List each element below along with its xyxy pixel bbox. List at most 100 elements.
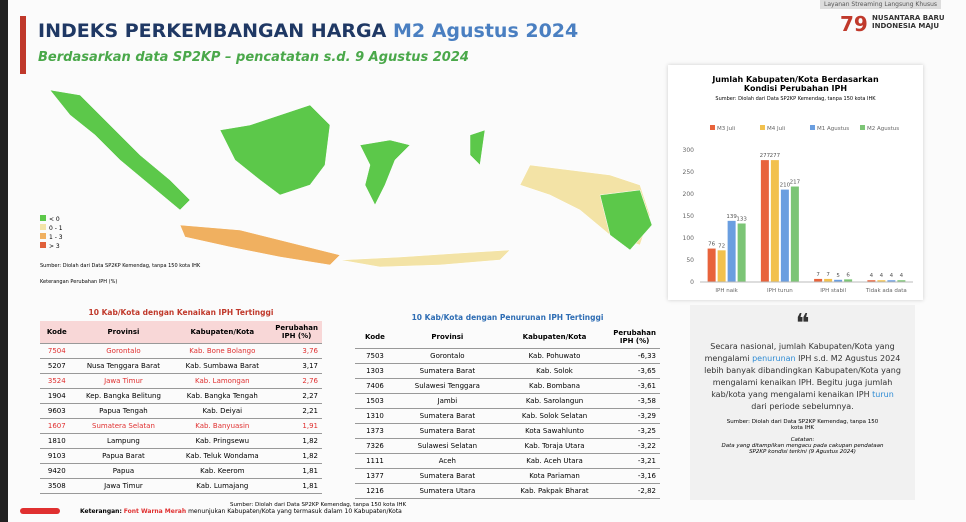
table-cell: 1,82	[271, 433, 322, 449]
value-label: 6	[846, 272, 850, 278]
table-cell: Sumatera Barat	[394, 468, 500, 484]
table-cell: Sumatera Barat	[394, 363, 500, 379]
value-label: 4	[900, 273, 904, 279]
table: Kode Provinsi Kabupaten/Kota Perubahan IPH …	[40, 321, 322, 494]
map-note: Keterangan Perubahan IPH (%)	[40, 279, 117, 285]
quote-note-label: Catatan:	[790, 437, 815, 443]
legend-label: > 3	[49, 243, 60, 250]
table-cell: Papua	[73, 463, 174, 479]
table-block: 10 Kab/Kota dengan Kenaikan IPH Tertingg…	[40, 308, 322, 494]
table-cell: Kab. Solok Selatan	[499, 408, 610, 424]
table-cell: 1111	[355, 453, 395, 469]
table-cell: 1310	[355, 408, 395, 424]
legend-swatch	[40, 233, 46, 239]
bar	[824, 278, 833, 282]
bar-chart: M3 Juli M4 Juli M1 Agustus M2 Agustus 0 50 100…	[683, 125, 913, 294]
y-tick-label: 0	[690, 279, 694, 286]
table-cell: Kab. Lumajang	[173, 478, 272, 494]
table-cell: 7504	[40, 343, 74, 359]
legend-label: 1 - 3	[49, 234, 63, 241]
table-cell: Jawa Timur	[73, 373, 174, 389]
table-cell: 1303	[355, 363, 395, 379]
island	[359, 139, 411, 206]
table-cell: Sumatera Selatan	[73, 418, 174, 434]
table-cell: 2,27	[271, 388, 322, 404]
table-row: 1303 Sumatera Barat Kab. Solok -3,65	[355, 363, 660, 379]
table-row: 3508 Jawa Timur Kab. Lumajang 1,81	[40, 478, 322, 494]
table-cell: Jawa Timur	[73, 478, 174, 494]
stream-label: Layanan Streaming Langsung Khusus	[820, 0, 942, 9]
header-row: Kode Provinsi Kabupaten/Kota Perubahan IPH …	[355, 326, 660, 349]
table-cell: 1216	[355, 483, 395, 499]
accent-bar	[20, 16, 26, 74]
table-cell: -6,33	[609, 348, 660, 364]
bar	[707, 248, 716, 282]
bar	[790, 186, 799, 282]
table-cell: Sumatera Utara	[394, 483, 500, 499]
table-cell: Aceh	[394, 453, 500, 469]
table-cell: Gorontalo	[394, 348, 500, 364]
chart-panel: Jumlah Kabupaten/Kota Berdasarkan Kondis…	[668, 65, 923, 300]
table-cell: -3,25	[609, 423, 660, 439]
table-cell: Kab. Pohuwato	[499, 348, 610, 364]
x-tick-label: Tidak ada data	[865, 288, 907, 294]
table-cell: Kab. Banyuasin	[173, 418, 272, 434]
table-cell: Kab. Sumbawa Barat	[173, 358, 272, 374]
table-cell: Nusa Tenggara Barat	[73, 358, 174, 374]
table-cell: -3,16	[609, 468, 660, 484]
table-row: 1216 Sumatera Utara Kab. Pakpak Bharat -2,8…	[355, 483, 660, 499]
table-row: 7406 Sulawesi Tenggara Kab. Bombana -3,61	[355, 378, 660, 394]
header-cell: Kabupaten/Kota	[173, 321, 272, 344]
table-cell: -3,22	[609, 438, 660, 454]
table-cell: Kab. Toraja Utara	[499, 438, 610, 454]
value-label: 4	[890, 273, 894, 279]
table-cell: Kab. Bombana	[499, 378, 610, 394]
table-row: 9603 Papua Tengah Kab. Deiyai 2,21	[40, 403, 322, 419]
bar	[877, 280, 886, 282]
table-cell: 1,82	[271, 448, 322, 464]
table-cell: 9420	[40, 463, 74, 479]
quote-note: Data yang ditampilkan mengacu pada cakup…	[721, 443, 884, 455]
table-cell: Sumatera Barat	[394, 423, 500, 439]
footer-pill	[20, 508, 60, 514]
island	[49, 89, 191, 211]
quote-emphasis: turun	[872, 390, 894, 399]
table-cell: Kab. Keerom	[173, 463, 272, 479]
table-cell: 1373	[355, 423, 395, 439]
table-row: 1904 Kep. Bangka Belitung Kab. Bangka Teng…	[40, 388, 322, 404]
legend-label: M1 Agustus	[817, 126, 849, 132]
value-label: 7	[816, 272, 820, 278]
table-cell: 1,81	[271, 478, 322, 494]
table-cell: -3,29	[609, 408, 660, 424]
bar	[760, 160, 769, 282]
title-line: INDEKS PERKEMBANGAN HARGA M2 Agustus 202…	[38, 20, 578, 42]
table-row: 1373 Sumatera Barat Kota Sawahlunto -3,25	[355, 423, 660, 439]
footnote-text: menunjukan Kabupaten/Kota yang termasuk …	[188, 508, 402, 515]
quote-emphasis: penurunan	[752, 354, 796, 363]
chart-source: Sumber: Diolah dari Data SP2KP Kemendag,…	[715, 96, 876, 102]
legend-swatch	[40, 242, 46, 248]
table-cell: 1,91	[271, 418, 322, 434]
table-row: 1310 Sumatera Barat Kab. Solok Selatan -3,2…	[355, 408, 660, 424]
table-cell: 3,17	[271, 358, 322, 374]
frame-edge	[0, 0, 8, 522]
bar	[867, 280, 876, 282]
table-cell: -3,61	[609, 378, 660, 394]
header-cell: Perubahan IPH (%)	[609, 326, 660, 349]
table-cell: Jambi	[394, 393, 500, 409]
bar	[897, 280, 906, 282]
table-cell: 1377	[355, 468, 395, 484]
quote-source: Sumber: Diolah dari Data SP2KP Kemendag,…	[726, 419, 879, 431]
table: Kode Provinsi Kabupaten/Kota Perubahan IPH …	[355, 326, 660, 499]
bar	[887, 280, 896, 282]
table-row: 9103 Papua Barat Kab. Teluk Wondama 1,82	[40, 448, 322, 464]
header-row: Kode Provinsi Kabupaten/Kota Perubahan IPH …	[40, 321, 322, 344]
y-tick-label: 200	[683, 191, 695, 198]
legend-swatch	[40, 224, 46, 230]
value-label: 277	[770, 153, 781, 159]
y-tick-label: 50	[686, 257, 694, 264]
header-cell: Kode	[40, 321, 74, 344]
header-cell: Provinsi	[73, 321, 174, 344]
header-cell: Provinsi	[394, 326, 500, 349]
